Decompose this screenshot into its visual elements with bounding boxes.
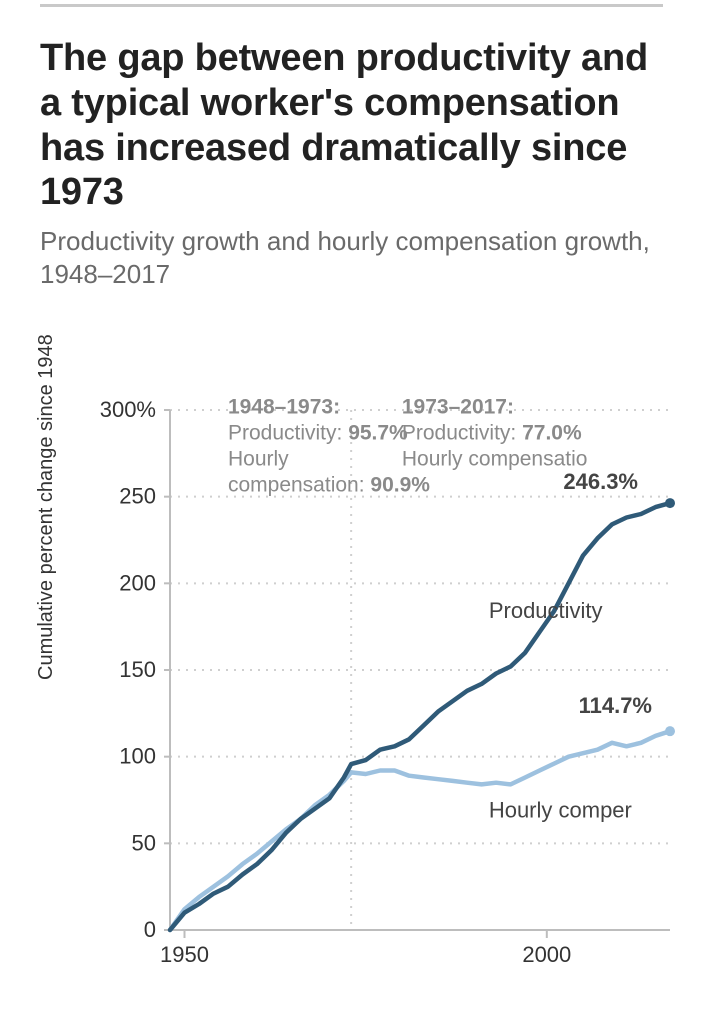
chart-subtitle: Productivity growth and hourly compensat…: [40, 225, 663, 290]
series-label-compensation: Hourly comper: [489, 797, 632, 822]
y-tick-label: 150: [119, 657, 156, 682]
anno-left-line4: compensation: 90.9%: [228, 473, 430, 496]
line-chart: 0 50 100 150 200 250 300% 1950 2000 246.3% 114.7% P…: [40, 380, 680, 980]
line-hourly-compensation: [170, 731, 670, 930]
anno-left-line2: Productivity: 95.7%: [228, 421, 408, 444]
x-tick-label: 1950: [160, 942, 209, 967]
chart-header: The gap between productivity and a typic…: [40, 36, 663, 290]
y-tick-label: 300%: [100, 397, 156, 422]
y-axis-title: Cumulative percent change since 1948: [35, 334, 58, 680]
anno-right-title: 1973–2017:: [402, 395, 514, 418]
y-tick-label: 0: [144, 917, 156, 942]
endpoint-productivity: [665, 498, 675, 508]
anno-left-line3: Hourly: [228, 447, 289, 470]
endpoint-compensation: [665, 726, 675, 736]
anno-right-line2: Productivity: 77.0%: [402, 421, 582, 444]
chart-title: The gap between productivity and a typic…: [40, 36, 663, 215]
anno-right-line3: Hourly compensatio: [402, 447, 588, 470]
end-label-productivity: 246.3%: [563, 469, 638, 494]
y-tick-label: 50: [132, 830, 156, 855]
y-tick-label: 250: [119, 484, 156, 509]
y-tick-label: 200: [119, 570, 156, 595]
y-tick-label: 100: [119, 744, 156, 769]
series-label-productivity: Productivity: [489, 598, 603, 623]
x-tick-label: 2000: [522, 942, 571, 967]
anno-left-title: 1948–1973:: [228, 395, 340, 418]
chart-area: Cumulative percent change since 1948 050…: [40, 380, 680, 980]
top-divider: [40, 4, 663, 7]
end-label-compensation: 114.7%: [579, 693, 652, 718]
